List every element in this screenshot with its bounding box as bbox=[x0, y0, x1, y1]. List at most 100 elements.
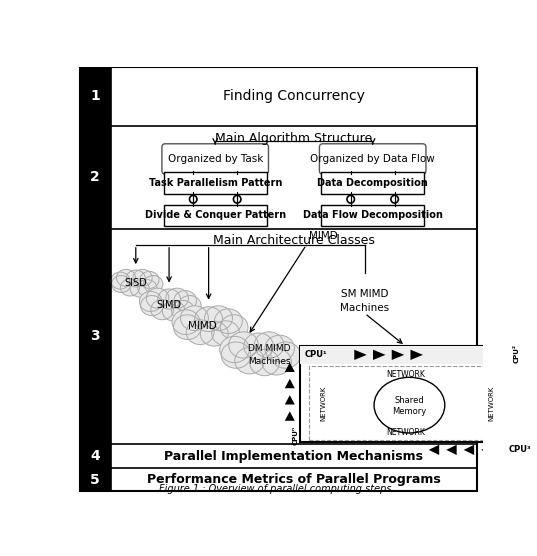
Polygon shape bbox=[446, 445, 456, 455]
Ellipse shape bbox=[138, 280, 157, 297]
Ellipse shape bbox=[144, 276, 163, 292]
FancyBboxPatch shape bbox=[300, 346, 510, 442]
Ellipse shape bbox=[158, 289, 180, 309]
Polygon shape bbox=[464, 445, 474, 455]
Circle shape bbox=[190, 195, 197, 203]
FancyBboxPatch shape bbox=[320, 144, 426, 174]
Ellipse shape bbox=[265, 335, 294, 361]
Polygon shape bbox=[285, 363, 295, 372]
Ellipse shape bbox=[221, 342, 251, 368]
FancyBboxPatch shape bbox=[164, 172, 267, 194]
FancyBboxPatch shape bbox=[300, 346, 510, 364]
Polygon shape bbox=[285, 395, 295, 405]
Ellipse shape bbox=[172, 300, 194, 320]
Polygon shape bbox=[373, 350, 386, 360]
FancyBboxPatch shape bbox=[162, 144, 268, 174]
Text: Data Decomposition: Data Decomposition bbox=[317, 178, 428, 188]
FancyBboxPatch shape bbox=[321, 172, 424, 194]
Ellipse shape bbox=[140, 271, 159, 289]
Text: Finding Concurrency: Finding Concurrency bbox=[223, 90, 365, 103]
Text: CPU³: CPU³ bbox=[508, 445, 531, 454]
Ellipse shape bbox=[186, 320, 214, 345]
Text: Machines: Machines bbox=[340, 303, 389, 313]
Ellipse shape bbox=[111, 272, 130, 289]
Ellipse shape bbox=[162, 301, 185, 321]
Ellipse shape bbox=[151, 300, 173, 320]
Text: SIMD: SIMD bbox=[156, 300, 182, 310]
Ellipse shape bbox=[126, 270, 146, 287]
FancyBboxPatch shape bbox=[79, 67, 111, 126]
Text: MIMD: MIMD bbox=[308, 231, 337, 241]
Polygon shape bbox=[481, 445, 491, 455]
Polygon shape bbox=[392, 350, 404, 360]
Ellipse shape bbox=[220, 336, 249, 363]
Polygon shape bbox=[514, 395, 525, 404]
Text: Data Flow Decomposition: Data Flow Decomposition bbox=[303, 210, 442, 220]
FancyBboxPatch shape bbox=[164, 205, 267, 226]
Text: MIMD: MIMD bbox=[188, 321, 217, 331]
Ellipse shape bbox=[178, 296, 201, 316]
Polygon shape bbox=[354, 350, 367, 360]
Ellipse shape bbox=[255, 332, 284, 358]
Ellipse shape bbox=[172, 310, 200, 335]
Ellipse shape bbox=[250, 349, 279, 376]
Circle shape bbox=[391, 195, 398, 203]
Ellipse shape bbox=[140, 291, 162, 311]
Ellipse shape bbox=[229, 332, 258, 358]
Text: NETWORK: NETWORK bbox=[320, 385, 326, 421]
Text: 2: 2 bbox=[90, 170, 100, 184]
Ellipse shape bbox=[130, 280, 149, 297]
Text: SM MIMD: SM MIMD bbox=[341, 289, 388, 299]
FancyBboxPatch shape bbox=[79, 67, 477, 492]
Ellipse shape bbox=[174, 291, 197, 311]
Text: Main Algorithm Structure: Main Algorithm Structure bbox=[215, 132, 373, 145]
Ellipse shape bbox=[205, 306, 233, 330]
Ellipse shape bbox=[195, 307, 222, 331]
Text: Main Architecture Classes: Main Architecture Classes bbox=[213, 234, 375, 247]
Ellipse shape bbox=[244, 333, 273, 359]
Polygon shape bbox=[514, 379, 525, 388]
Text: 5: 5 bbox=[90, 473, 100, 487]
FancyBboxPatch shape bbox=[79, 468, 111, 492]
Ellipse shape bbox=[120, 279, 140, 296]
FancyBboxPatch shape bbox=[321, 205, 424, 226]
Polygon shape bbox=[514, 362, 525, 371]
Text: NETWORK: NETWORK bbox=[386, 370, 425, 379]
Ellipse shape bbox=[214, 309, 242, 334]
Text: Figure 1 : Overview of parallel computing steps: Figure 1 : Overview of parallel computin… bbox=[159, 484, 391, 494]
Ellipse shape bbox=[262, 349, 292, 375]
Text: Organized by Data Flow: Organized by Data Flow bbox=[310, 154, 435, 164]
Polygon shape bbox=[514, 411, 525, 420]
Text: Task Parallelism Pattern: Task Parallelism Pattern bbox=[149, 178, 282, 188]
Ellipse shape bbox=[234, 337, 284, 371]
Ellipse shape bbox=[146, 288, 169, 308]
Text: Shared: Shared bbox=[395, 396, 424, 405]
Text: Memory: Memory bbox=[393, 408, 426, 416]
Text: 4: 4 bbox=[90, 449, 100, 463]
Text: 3: 3 bbox=[90, 330, 100, 344]
Polygon shape bbox=[429, 445, 439, 455]
Ellipse shape bbox=[220, 315, 248, 340]
Circle shape bbox=[347, 195, 354, 203]
Ellipse shape bbox=[185, 311, 232, 341]
FancyBboxPatch shape bbox=[79, 126, 111, 229]
Text: Divide & Conquer Pattern: Divide & Conquer Pattern bbox=[144, 210, 286, 220]
Text: Machines: Machines bbox=[248, 357, 291, 366]
Ellipse shape bbox=[166, 288, 188, 308]
Text: Performance Metrics of Parallel Programs: Performance Metrics of Parallel Programs bbox=[147, 473, 441, 486]
Text: Organized by Task: Organized by Task bbox=[168, 154, 263, 164]
Text: NETWORK: NETWORK bbox=[386, 428, 425, 437]
Ellipse shape bbox=[180, 306, 208, 330]
Text: CPUⁿ: CPUⁿ bbox=[292, 426, 298, 445]
FancyBboxPatch shape bbox=[309, 366, 502, 440]
Ellipse shape bbox=[200, 321, 228, 346]
Polygon shape bbox=[285, 379, 295, 388]
Ellipse shape bbox=[173, 315, 201, 340]
Ellipse shape bbox=[235, 348, 264, 374]
Ellipse shape bbox=[374, 378, 445, 433]
Polygon shape bbox=[410, 350, 423, 360]
Ellipse shape bbox=[150, 292, 188, 317]
Text: CPU¹: CPU¹ bbox=[304, 350, 327, 359]
Ellipse shape bbox=[141, 296, 163, 316]
Text: 1: 1 bbox=[90, 90, 100, 103]
